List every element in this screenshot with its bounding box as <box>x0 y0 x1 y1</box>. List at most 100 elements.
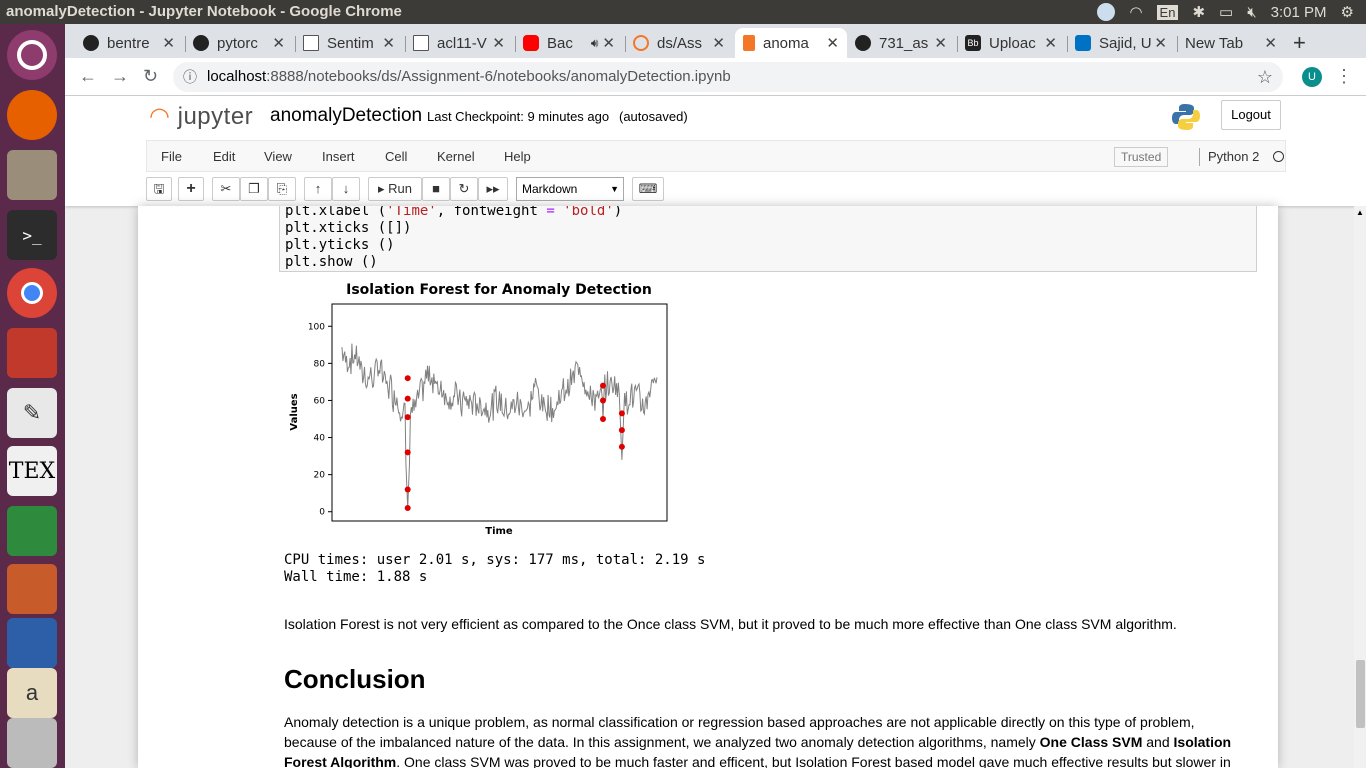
bluetooth-icon[interactable]: ✱ <box>1192 4 1206 21</box>
anomaly-point <box>618 443 625 450</box>
cpu-times: CPU times: user 2.01 s, sys: 177 ms, tot… <box>284 552 706 568</box>
close-icon[interactable]: ✕ <box>602 35 615 52</box>
github-icon <box>193 35 209 51</box>
close-icon[interactable]: ✕ <box>826 35 839 52</box>
menu-file[interactable]: File <box>161 149 182 164</box>
back-arrow-icon[interactable]: ← <box>79 66 97 86</box>
cut-button[interactable]: ✂ <box>212 177 240 201</box>
close-icon[interactable]: ✕ <box>272 35 285 52</box>
close-icon[interactable]: ✕ <box>492 35 505 52</box>
keyboard-layout[interactable]: En <box>1156 4 1179 20</box>
page-scrollbar[interactable]: ▲ <box>1354 206 1366 768</box>
close-icon[interactable]: ✕ <box>712 35 725 52</box>
jupyter-header: ◠ jupyter anomalyDetection Last Checkpoi… <box>65 96 1366 206</box>
close-icon[interactable]: ✕ <box>1264 35 1277 52</box>
spreadsheet-icon[interactable] <box>7 506 57 556</box>
terminal-icon[interactable]: >_ <box>7 210 57 260</box>
trash-icon[interactable] <box>7 718 57 768</box>
firefox-icon[interactable] <box>7 90 57 140</box>
pdf-viewer-icon[interactable] <box>7 328 57 378</box>
jupyter-icon <box>633 35 649 51</box>
menu-insert[interactable]: Insert <box>322 149 355 164</box>
bookmark-star-icon[interactable]: ☆ <box>1256 67 1273 87</box>
ubuntu-icon[interactable] <box>7 30 57 80</box>
close-icon[interactable]: ✕ <box>382 35 395 52</box>
close-icon[interactable]: ✕ <box>934 35 947 52</box>
tab-outlook[interactable]: Sajid, U ✕ <box>1067 28 1175 58</box>
text-editor-icon[interactable]: ✎ <box>7 388 57 438</box>
tab-anomaly-active[interactable]: anoma ✕ <box>735 28 847 58</box>
menu-kernel[interactable]: Kernel <box>437 149 475 164</box>
code-cell[interactable]: plt.xlabel ('Time', fontweight = 'bold')… <box>279 206 1257 272</box>
menu-edit[interactable]: Edit <box>213 149 236 164</box>
tab-youtube[interactable]: Bac 🔊︎ ✕ <box>515 28 623 58</box>
stop-icon: ■ <box>432 181 440 196</box>
tab-upload[interactable]: Bb Uploac ✕ <box>957 28 1065 58</box>
jupyter-orbit-icon: ◠ <box>149 103 171 130</box>
y-tick-label: 100 <box>308 322 325 332</box>
scrollbar-thumb[interactable] <box>1356 660 1365 728</box>
avatar[interactable]: U <box>1302 67 1322 87</box>
tab-new-tab[interactable]: New Tab ✕ <box>1177 28 1285 58</box>
interrupt-button[interactable]: ■ <box>422 177 450 201</box>
paste-button[interactable]: ⎘ <box>268 177 296 201</box>
logout-button[interactable]: Logout <box>1221 100 1281 130</box>
tab-pytorch[interactable]: pytorc ✕ <box>185 28 293 58</box>
notebook-name[interactable]: anomalyDetection <box>270 105 423 126</box>
forward-arrow-icon[interactable]: → <box>111 66 129 86</box>
restart-button[interactable]: ↻ <box>450 177 478 201</box>
speaker-icon[interactable]: 🔊︎ <box>590 35 599 50</box>
run-button[interactable]: ▸ Run <box>368 177 422 201</box>
url-input[interactable]: ⓘ localhost:8888/notebooks/ds/Assignment… <box>173 62 1283 92</box>
close-icon[interactable]: ✕ <box>1044 35 1057 52</box>
series-line <box>341 343 658 509</box>
anomaly-point <box>404 375 411 382</box>
jupyter-logo[interactable]: ◠ jupyter <box>149 102 253 131</box>
presentation-icon[interactable] <box>7 564 57 614</box>
tab-acl11[interactable]: acl11-V ✕ <box>405 28 513 58</box>
close-icon[interactable]: ✕ <box>1154 35 1167 52</box>
menu-cell[interactable]: Cell <box>385 149 408 164</box>
restart-run-all-button[interactable]: ▸▸ <box>478 177 508 201</box>
wifi-icon[interactable]: ◠ <box>1129 4 1143 21</box>
menu-help[interactable]: Help <box>504 149 531 164</box>
command-palette-button[interactable]: ⌨ <box>632 177 664 201</box>
reload-icon[interactable]: ↻ <box>143 66 159 86</box>
writer-icon[interactable] <box>7 618 57 668</box>
copy-button[interactable]: ❐ <box>240 177 268 201</box>
volume-icon[interactable]: 🔇︎ <box>1247 3 1257 21</box>
anomaly-point <box>618 410 625 417</box>
menu-kebab-icon[interactable]: ⋮ <box>1335 66 1353 86</box>
files-icon[interactable] <box>7 150 57 200</box>
new-tab-plus-icon[interactable]: + <box>1293 30 1306 55</box>
cell-type-select[interactable]: Markdown ▼ <box>516 177 624 201</box>
info-icon[interactable]: ⓘ <box>183 69 197 85</box>
skype-icon[interactable] <box>1097 3 1116 21</box>
battery-icon[interactable]: ▭ <box>1219 4 1234 21</box>
move-down-button[interactable]: ↓ <box>332 177 360 201</box>
step-forward-icon: ▸ <box>377 181 385 196</box>
clock[interactable]: 3:01 PM <box>1270 3 1327 21</box>
close-icon[interactable]: ✕ <box>162 35 175 52</box>
save-button[interactable]: 🖫︎ <box>146 177 172 201</box>
y-tick-label: 60 <box>314 396 326 406</box>
tab-label: anoma <box>763 34 809 52</box>
scroll-up-icon[interactable]: ▲ <box>1356 208 1364 217</box>
tab-sentiment[interactable]: Sentim ✕ <box>295 28 403 58</box>
jupyter-logo-text: jupyter <box>177 103 254 130</box>
settings-gear-icon[interactable]: ⚙ <box>1340 4 1354 21</box>
insert-cell-button[interactable]: + <box>178 177 204 201</box>
tab-bentre[interactable]: bentre ✕ <box>75 28 183 58</box>
github-icon <box>83 35 99 51</box>
trusted-badge[interactable]: Trusted <box>1114 147 1169 167</box>
tab-ds-assignment[interactable]: ds/Ass ✕ <box>625 28 733 58</box>
fonts-icon[interactable]: a <box>7 668 57 718</box>
kernel-name[interactable]: Python 2 <box>1208 149 1260 164</box>
tex-icon[interactable]: TEX <box>7 446 57 496</box>
menu-view[interactable]: View <box>264 149 292 164</box>
chrome-icon[interactable] <box>7 268 57 318</box>
anomaly-chart: Isolation Forest for Anomaly Detection 0… <box>289 282 668 537</box>
move-up-button[interactable]: ↑ <box>304 177 332 201</box>
tab-731[interactable]: 731_as ✕ <box>847 28 955 58</box>
avatar-initial: U <box>1308 71 1316 83</box>
